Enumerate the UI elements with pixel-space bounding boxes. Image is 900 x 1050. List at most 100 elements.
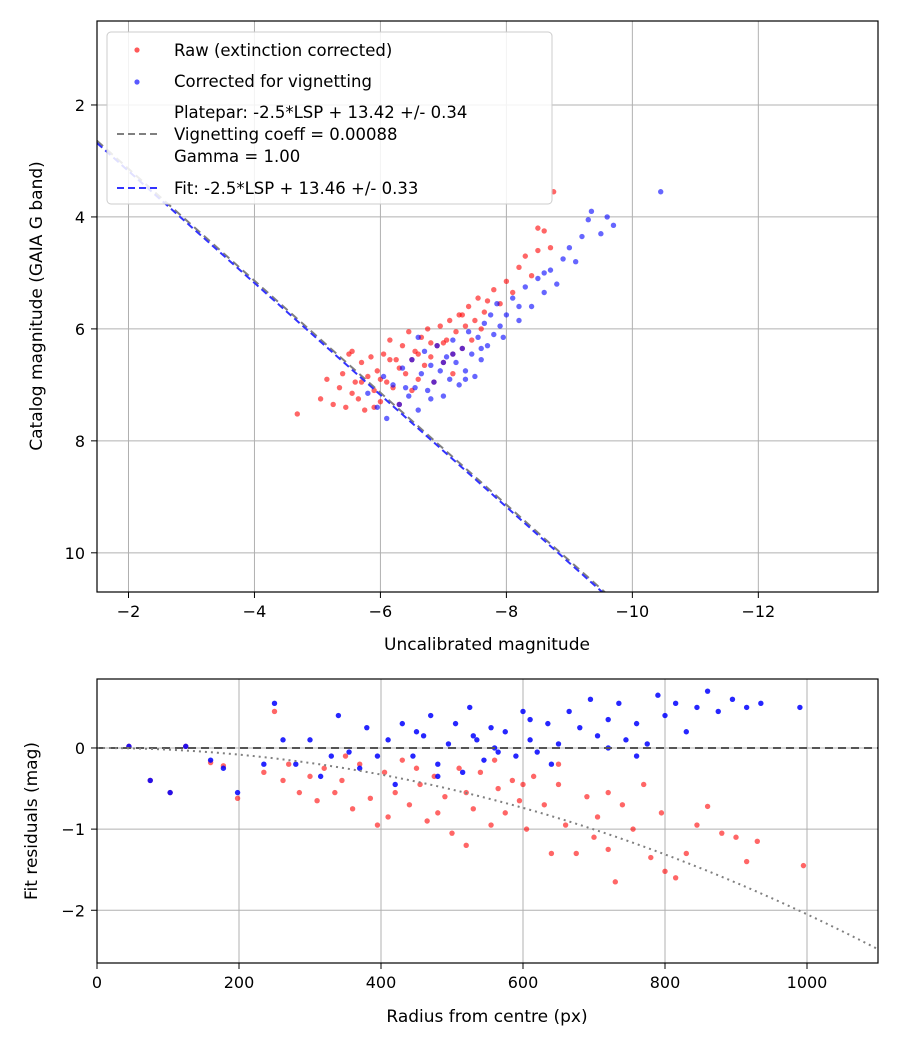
top-x-axis-label: Uncalibrated magnitude [384, 635, 590, 655]
top-raw-point [535, 247, 541, 254]
bottom-raw-point [743, 858, 750, 865]
bottom-raw-point [605, 789, 611, 796]
bottom-raw-point [562, 822, 569, 828]
bottom-y-ticks: 0 −1 −2 [61, 739, 97, 920]
bottom-raw-point [349, 806, 356, 812]
bottom-raw-point [672, 875, 679, 881]
bottom-corrected-point [715, 708, 721, 715]
top-x-tick-label: −2 [117, 602, 141, 621]
top-corrected-point [374, 404, 380, 410]
bottom-corrected-point [481, 757, 487, 763]
bottom-raw-point [392, 789, 398, 796]
bottom-raw-point [523, 826, 530, 832]
top-corrected-point [604, 214, 610, 220]
top-corrected-point [491, 331, 497, 338]
bottom-corrected-point [167, 789, 173, 796]
top-raw-point [462, 323, 469, 329]
top-corrected-point [434, 342, 440, 349]
bottom-raw-point [435, 810, 441, 816]
top-raw-point [465, 303, 472, 310]
bottom-corrected-point [566, 708, 572, 715]
top-raw-point [377, 398, 384, 405]
bottom-raw-point [530, 773, 537, 780]
top-fit-line [97, 142, 604, 592]
top-corrected-point [487, 312, 494, 318]
top-corrected-point [610, 222, 617, 229]
top-y-tick-label: 6 [75, 320, 85, 339]
top-raw-point [450, 370, 456, 377]
top-corrected-point [415, 407, 421, 413]
bottom-raw-point [424, 818, 430, 824]
legend: Raw (extinction corrected) Corrected for… [106, 31, 553, 205]
bottom-raw-point [495, 785, 501, 792]
legend-label-platepar-line2: Vignetting coeff = 0.00088 [174, 125, 398, 144]
top-corrected-point [516, 317, 522, 324]
bottom-corrected-point [548, 761, 555, 767]
bottom-raw-point [314, 798, 320, 804]
top-corrected-point [443, 354, 450, 360]
bottom-corrected-point [672, 700, 679, 707]
top-panel: −2 −4 −6 −8 −10 −12 2 4 6 8 10 Uncalibrated magni… [27, 20, 879, 655]
bottom-corrected-point [459, 769, 466, 776]
bottom-corrected-point [271, 700, 278, 707]
bottom-raw-point [491, 757, 498, 763]
bottom-raw-point [342, 753, 349, 759]
legend-label-fit: Fit: -2.5*LSP + 13.46 +/- 0.33 [174, 179, 418, 198]
top-x-ticks: −2 −4 −6 −8 −10 −12 [117, 592, 775, 621]
top-raw-point [475, 295, 481, 301]
legend-label-corrected: Corrected for vignetting [174, 72, 372, 91]
legend-label-raw: Raw (extinction corrected) [174, 41, 392, 60]
top-raw-point [478, 326, 484, 332]
bottom-x-tick-label: 1000 [787, 973, 828, 992]
bottom-corrected-point [467, 704, 473, 711]
top-corrected-point [528, 303, 535, 310]
top-corrected-point [481, 320, 488, 326]
top-corrected-point [484, 342, 491, 349]
bottom-raw-point [406, 802, 413, 808]
bottom-raw-point [704, 803, 711, 810]
top-raw-point [343, 404, 349, 410]
top-raw-point [294, 411, 300, 417]
bottom-x-tick-label: 600 [508, 973, 539, 992]
bottom-raw-point [286, 761, 292, 767]
top-raw-point [406, 328, 412, 335]
top-raw-point [424, 326, 431, 332]
bottom-corrected-point [520, 708, 526, 715]
top-corrected-point [522, 284, 528, 290]
bottom-corrected-point [374, 753, 381, 759]
top-raw-point [437, 323, 443, 329]
bottom-corrected-point [413, 729, 420, 735]
top-x-tick-label: −10 [615, 602, 649, 621]
bottom-corrected-point [474, 737, 480, 743]
top-raw-point [535, 225, 541, 231]
top-raw-point [491, 287, 497, 293]
top-corrected-point [453, 359, 459, 366]
top-raw-point [358, 379, 365, 385]
top-corrected-point [478, 345, 484, 352]
top-platepar-line [97, 140, 607, 592]
top-raw-point [387, 337, 393, 343]
bottom-y-tick-label: −2 [61, 901, 85, 920]
bottom-raw-point [800, 862, 807, 869]
bottom-raw-point [502, 810, 508, 816]
top-corrected-point [465, 328, 472, 335]
bottom-corrected-point [335, 712, 342, 719]
bottom-raw-point [509, 777, 516, 784]
bottom-corrected-point [495, 749, 501, 755]
legend-entry-raw: Raw (extinction corrected) [134, 41, 392, 60]
top-corrected-point [409, 356, 415, 363]
top-corrected-point [541, 289, 547, 296]
legend-entry-corrected: Corrected for vignetting [134, 72, 372, 91]
top-raw-point [503, 278, 510, 285]
bottom-x-tick-label: 400 [366, 973, 397, 992]
top-corrected-point [572, 259, 579, 265]
bottom-raw-point [641, 781, 647, 788]
bottom-corrected-point [694, 704, 700, 711]
bottom-corrected-point [364, 724, 370, 731]
bottom-corrected-point [293, 761, 299, 767]
top-raw-point [361, 407, 368, 413]
top-raw-point [352, 379, 358, 385]
top-raw-point [459, 312, 466, 318]
bottom-plot-content [97, 688, 878, 951]
bottom-corrected-point [662, 712, 668, 719]
